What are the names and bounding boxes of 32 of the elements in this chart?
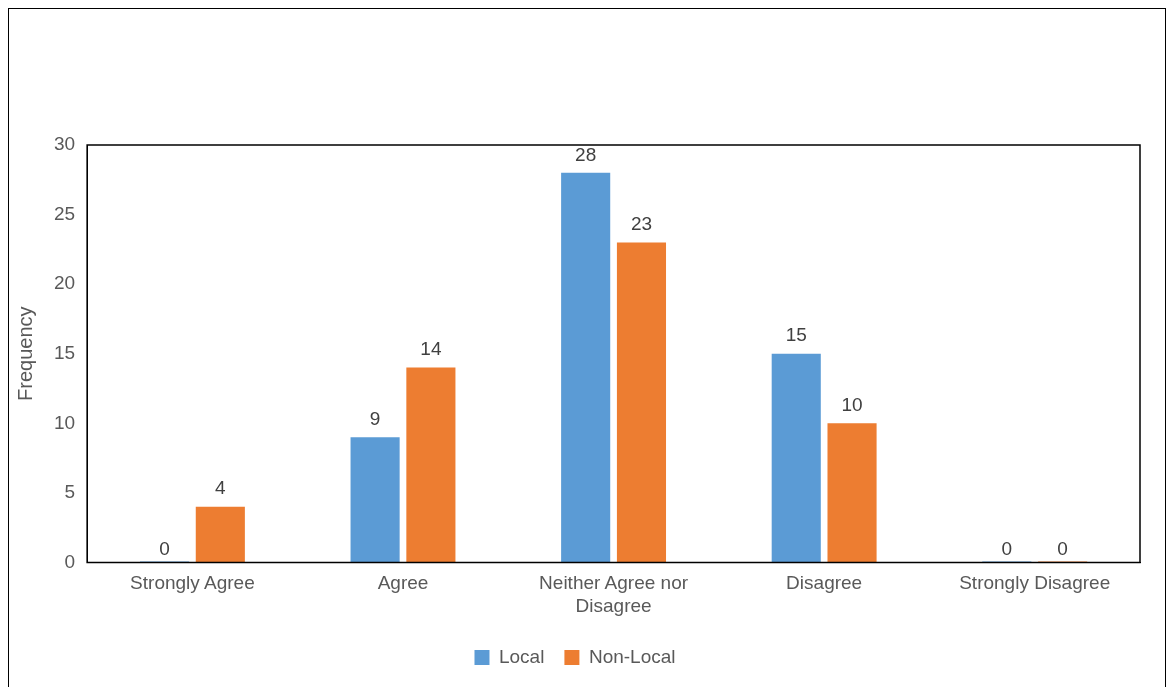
- data-label: 23: [630, 213, 653, 235]
- y-tick-label: 25: [53, 202, 76, 224]
- data-label: 0: [1001, 538, 1013, 560]
- x-tick-label: Strongly Disagree: [959, 572, 1111, 594]
- y-tick-label: 0: [64, 550, 76, 572]
- x-tick-label: Strongly Agree: [130, 572, 255, 594]
- bar: [561, 172, 611, 563]
- data-label: 9: [369, 407, 381, 429]
- y-tick-label: 30: [53, 133, 76, 155]
- x-tick-label: Disagree: [786, 572, 863, 594]
- data-label: 4: [215, 477, 227, 499]
- legend-label: Local: [498, 645, 545, 667]
- data-label: 0: [1057, 538, 1068, 560]
- bar: [616, 242, 667, 563]
- x-tick-label: Agree: [377, 572, 429, 594]
- y-tick-label: 10: [53, 411, 76, 433]
- bar: [827, 423, 877, 563]
- data-label: 0: [159, 538, 170, 560]
- data-label: 10: [841, 394, 863, 415]
- y-tick-label: 5: [64, 481, 76, 503]
- data-label: 14: [420, 338, 442, 360]
- bar: [195, 506, 245, 563]
- x-tick-label: Neither Agree nor Disagree: [539, 572, 689, 616]
- y-tick-label: 15: [53, 341, 76, 363]
- bar: [771, 353, 821, 563]
- data-label: 28: [575, 143, 597, 165]
- data-label: 15: [785, 324, 807, 346]
- legend-label: Non-Local: [588, 645, 676, 667]
- y-axis-title: Frequency: [13, 306, 36, 401]
- y-tick-label: 20: [53, 272, 76, 294]
- bar: [350, 437, 400, 563]
- bar: [406, 367, 456, 563]
